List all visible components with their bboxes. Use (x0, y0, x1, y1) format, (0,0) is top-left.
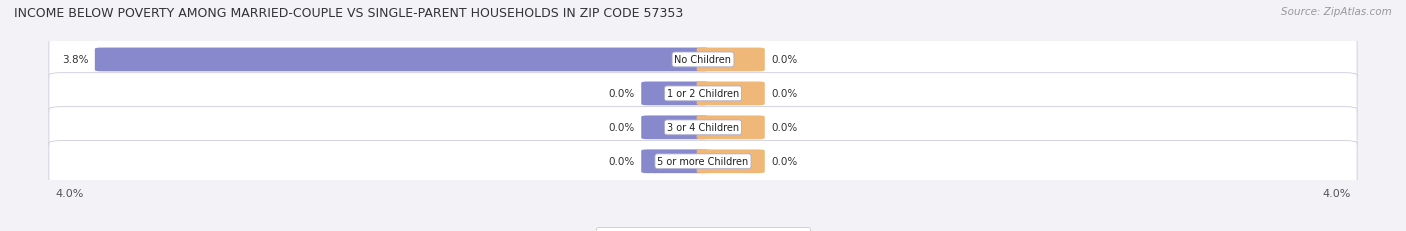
FancyBboxPatch shape (696, 82, 765, 106)
FancyBboxPatch shape (696, 48, 765, 72)
FancyBboxPatch shape (49, 73, 1357, 115)
FancyBboxPatch shape (641, 82, 710, 106)
Text: 0.0%: 0.0% (609, 157, 636, 167)
Text: 3 or 4 Children: 3 or 4 Children (666, 123, 740, 133)
Text: 0.0%: 0.0% (770, 123, 797, 133)
Text: 3.8%: 3.8% (62, 55, 89, 65)
Text: 0.0%: 0.0% (770, 89, 797, 99)
Text: 0.0%: 0.0% (770, 157, 797, 167)
Text: 0.0%: 0.0% (609, 89, 636, 99)
Text: 0.0%: 0.0% (609, 123, 636, 133)
FancyBboxPatch shape (94, 48, 710, 72)
Text: Source: ZipAtlas.com: Source: ZipAtlas.com (1281, 7, 1392, 17)
FancyBboxPatch shape (696, 150, 765, 173)
Text: 5 or more Children: 5 or more Children (658, 157, 748, 167)
FancyBboxPatch shape (641, 116, 710, 140)
Text: INCOME BELOW POVERTY AMONG MARRIED-COUPLE VS SINGLE-PARENT HOUSEHOLDS IN ZIP COD: INCOME BELOW POVERTY AMONG MARRIED-COUPL… (14, 7, 683, 20)
Text: 0.0%: 0.0% (770, 55, 797, 65)
FancyBboxPatch shape (49, 40, 1357, 81)
Text: 1 or 2 Children: 1 or 2 Children (666, 89, 740, 99)
FancyBboxPatch shape (49, 141, 1357, 182)
FancyBboxPatch shape (696, 116, 765, 140)
FancyBboxPatch shape (49, 107, 1357, 148)
Legend: Married Couples, Single Parents: Married Couples, Single Parents (596, 227, 810, 231)
FancyBboxPatch shape (641, 150, 710, 173)
Text: No Children: No Children (675, 55, 731, 65)
